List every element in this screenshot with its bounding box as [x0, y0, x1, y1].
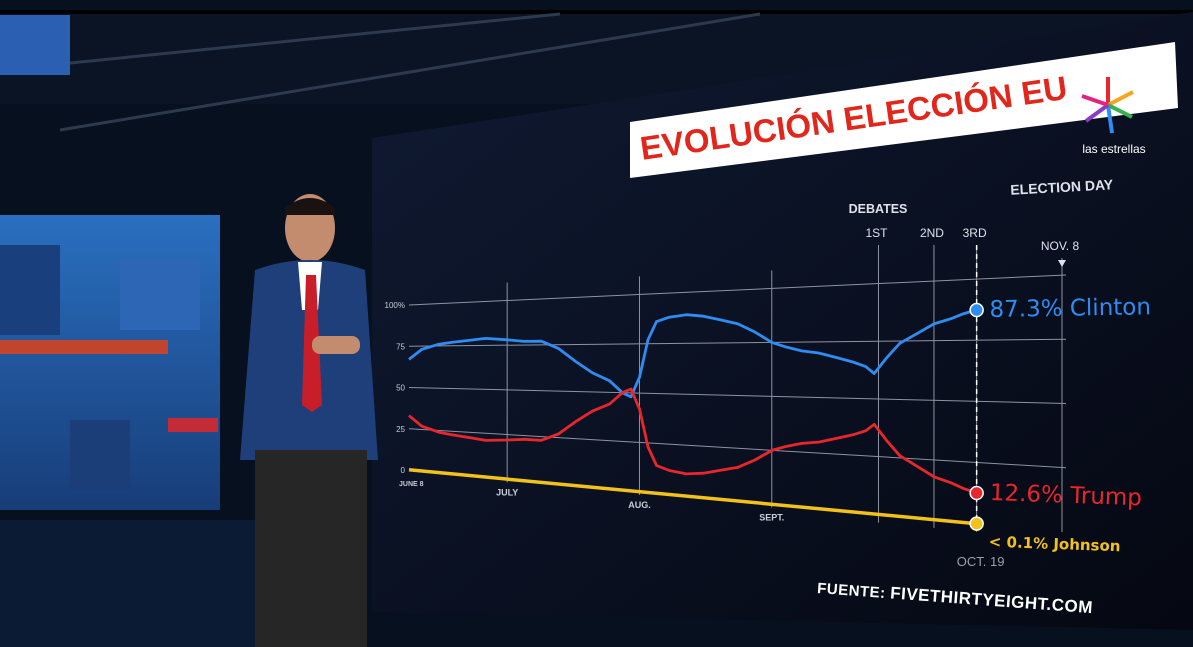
y-tick-label: 25 — [396, 425, 405, 434]
end-label-johnson: < 0.1% Johnson — [989, 533, 1121, 556]
y-tick-label: 75 — [396, 342, 405, 351]
event-group-label: DEBATES — [849, 202, 908, 216]
x-tick-label: SEPT. — [759, 512, 784, 522]
gridline — [408, 338, 1067, 347]
event-label: 1ST — [865, 226, 888, 240]
chart-labels: 0 25 50 75 100% JUNE 8 JULY AUG. SEPT. 1ST 2ND 3RD N… — [385, 176, 1152, 569]
current-day-label: OCT. 19 — [957, 554, 1005, 569]
y-tick-label: 0 — [401, 466, 406, 475]
y-tick-label: 50 — [396, 384, 405, 393]
gridline — [408, 428, 1067, 469]
star-logo-icon — [1081, 77, 1134, 134]
series-line-johnson — [408, 468, 977, 526]
x-tick-label: JULY — [496, 487, 518, 497]
series-line-clinton — [408, 308, 977, 399]
event-label: 3RD — [963, 226, 987, 240]
event-label: 2ND — [920, 226, 944, 240]
channel-logo-text: las estrellas — [1082, 142, 1146, 156]
end-label-clinton: 87.3% Clinton — [989, 294, 1151, 323]
x-tick-label: AUG. — [628, 500, 651, 510]
gridline — [408, 274, 1067, 306]
y-tick-label: 100% — [385, 301, 405, 310]
x-tick-label: JUNE 8 — [399, 481, 424, 488]
end-label-trump: 12.6% Trump — [989, 480, 1142, 511]
endpoint-trump — [969, 485, 984, 501]
event-label: NOV. 8 — [1041, 239, 1080, 253]
event-group-label: ELECTION DAY — [1010, 176, 1114, 197]
grid — [408, 245, 1067, 532]
source-label: FUENTE: — [816, 579, 887, 602]
gridline — [408, 387, 1067, 404]
endpoint-johnson — [969, 516, 984, 531]
title-banner — [630, 42, 1178, 178]
series-lines — [408, 302, 984, 531]
election-day-marker-icon — [1058, 260, 1066, 267]
series-line-trump — [408, 387, 978, 495]
endpoint-clinton — [969, 302, 984, 318]
presenter — [240, 194, 378, 647]
